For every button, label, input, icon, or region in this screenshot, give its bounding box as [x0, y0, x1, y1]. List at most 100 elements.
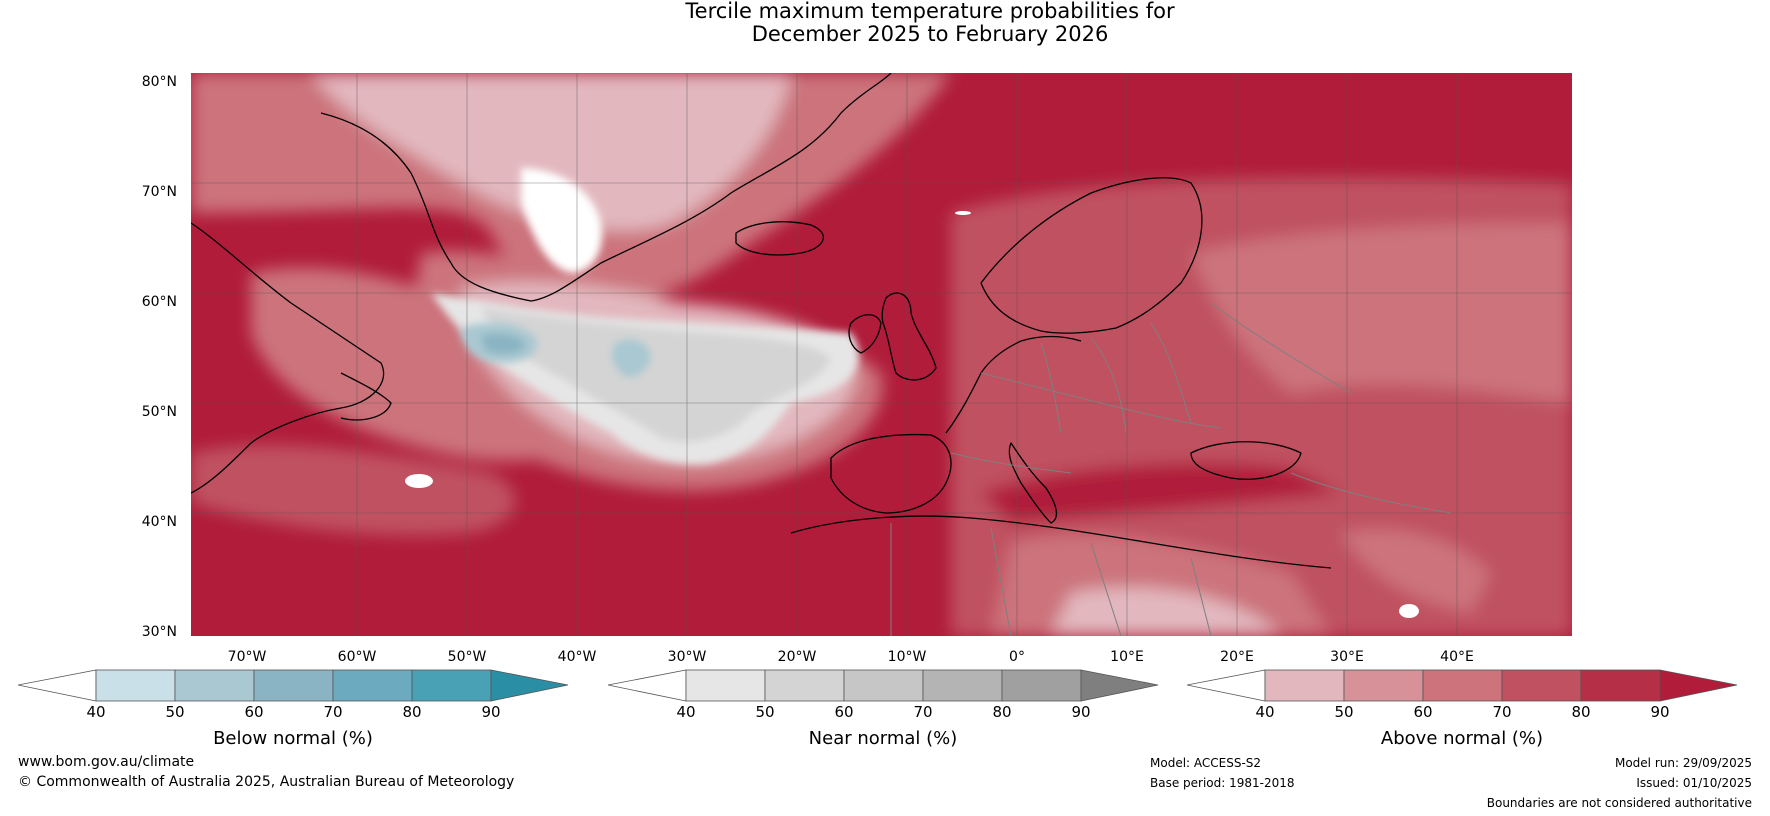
below-tick-90: 90 — [481, 703, 501, 721]
above-seg-4 — [1501, 669, 1582, 702]
below-tick-80: 80 — [402, 703, 422, 721]
europe-coast — [945, 335, 1082, 434]
below-seg-6 — [490, 669, 569, 702]
below-tick-40: 40 — [86, 703, 106, 721]
map-title: Tercile maximum temperature probabilitie… — [0, 0, 1770, 46]
near-tick-50: 50 — [755, 703, 775, 721]
below-seg-1 — [95, 669, 176, 702]
above-seg-1 — [1264, 669, 1345, 702]
colorbar-near-normal: 40 50 60 70 80 90 Near normal (%) — [608, 668, 1168, 788]
lon-label-10w: 10°W — [887, 649, 927, 665]
near-seg-1 — [685, 669, 766, 702]
mediterranean-above-90-zone — [981, 462, 1341, 523]
above-tick-80: 80 — [1571, 703, 1591, 721]
border-line-1 — [980, 372, 1222, 429]
above-tick-70: 70 — [1492, 703, 1512, 721]
iberia-coast — [830, 433, 952, 514]
italy-coast — [1008, 442, 1058, 524]
colorbar-above-normal: 40 50 60 70 80 90 Above normal (%) — [1187, 668, 1747, 788]
above-seg-5 — [1580, 669, 1661, 702]
white-patch-3 — [955, 211, 971, 215]
sahara-above-50-zone — [1051, 587, 1281, 636]
great-britain-coast — [881, 292, 937, 381]
lat-label-60n: 60°N — [141, 294, 177, 310]
lat-label-40n: 40°N — [141, 514, 177, 530]
website-text: www.bom.gov.au/climate — [18, 754, 195, 770]
north-africa-coast — [790, 515, 1332, 569]
near-seg-2 — [764, 669, 845, 702]
border-line-6 — [950, 452, 1072, 474]
above-seg-2 — [1343, 669, 1424, 702]
lon-label-10e: 10°E — [1110, 649, 1144, 665]
iceland-coast — [735, 221, 824, 256]
greenland-coast — [320, 73, 892, 302]
lon-label-20e: 20°E — [1220, 649, 1254, 665]
near-tick-80: 80 — [992, 703, 1012, 721]
above-tick-50: 50 — [1334, 703, 1354, 721]
model-text: Model: ACCESS-S2 — [1150, 756, 1262, 770]
lon-label-30w: 30°W — [667, 649, 707, 665]
below-seg-5 — [411, 669, 492, 702]
below-tick-70: 70 — [323, 703, 343, 721]
colorbar-below-svg — [18, 669, 569, 702]
lat-label-80n: 80°N — [141, 74, 177, 90]
near-normal-label: Near normal (%) — [808, 728, 958, 749]
near-tick-60: 60 — [834, 703, 854, 721]
near-seg-3 — [843, 669, 924, 702]
border-line-2 — [1040, 342, 1062, 434]
lon-label-70w: 70°W — [227, 649, 267, 665]
africa-borders — [890, 523, 1212, 636]
above-tick-40: 40 — [1255, 703, 1275, 721]
issued-text: Issued: 01/10/2025 — [1636, 776, 1752, 790]
border-line-4 — [1150, 322, 1192, 424]
above-seg-3 — [1422, 669, 1503, 702]
ireland-coast — [848, 314, 882, 354]
lon-label-50w: 50°W — [447, 649, 487, 665]
greenland-above-50-zone — [311, 73, 791, 231]
lat-label-50n: 50°N — [141, 404, 177, 420]
below-tick-50: 50 — [165, 703, 185, 721]
below-normal-60-patch-east — [611, 339, 651, 378]
near-seg-5 — [1001, 669, 1082, 702]
near-seg-4 — [922, 669, 1003, 702]
title-line-1: Tercile maximum temperature probabilitie… — [685, 0, 1175, 23]
middle-east-above-60-zone — [1341, 529, 1491, 613]
below-seg-2 — [174, 669, 255, 702]
above-seg-0 — [1187, 669, 1266, 702]
black-sea-coast — [1190, 441, 1302, 480]
border-line-3 — [1090, 337, 1127, 434]
lon-label-60w: 60°W — [337, 649, 377, 665]
copyright-text: © Commonwealth of Australia 2025, Austra… — [18, 774, 515, 790]
lon-label-30e: 30°E — [1330, 649, 1364, 665]
above-tick-60: 60 — [1413, 703, 1433, 721]
lon-label-0: 0° — [1009, 649, 1025, 665]
near-normal-50-zone — [481, 308, 831, 442]
below-seg-0 — [18, 669, 97, 702]
white-patch-2 — [1399, 604, 1419, 618]
below-tick-60: 60 — [244, 703, 264, 721]
lon-label-20w: 20°W — [777, 649, 817, 665]
border-line-5 — [1210, 302, 1352, 394]
country-borders — [890, 302, 1452, 636]
disclaimer-text: Boundaries are not considered authoritat… — [1486, 796, 1752, 810]
map-svg — [191, 73, 1572, 636]
probability-map — [191, 73, 1572, 636]
model-run-text: Model run: 29/09/2025 — [1614, 756, 1752, 770]
below-normal-label: Below normal (%) — [213, 728, 373, 749]
base-period-text: Base period: 1981-2018 — [1150, 776, 1295, 790]
lon-label-40w: 40°W — [557, 649, 597, 665]
near-seg-6 — [1080, 669, 1159, 702]
colorbar-above-svg — [1187, 669, 1738, 702]
border-line-7 — [1290, 472, 1452, 514]
gridlines — [191, 73, 1572, 636]
scandinavia-coast — [980, 177, 1203, 334]
near-tick-90: 90 — [1071, 703, 1091, 721]
near-seg-0 — [608, 669, 687, 702]
white-patch-1 — [405, 474, 433, 488]
coastlines — [191, 73, 1332, 569]
above-tick-90: 90 — [1650, 703, 1670, 721]
lat-label-30n: 30°N — [141, 624, 177, 640]
lon-label-40e: 40°E — [1440, 649, 1474, 665]
colorbar-near-svg — [608, 669, 1159, 702]
title-line-2: December 2025 to February 2026 — [751, 22, 1109, 46]
